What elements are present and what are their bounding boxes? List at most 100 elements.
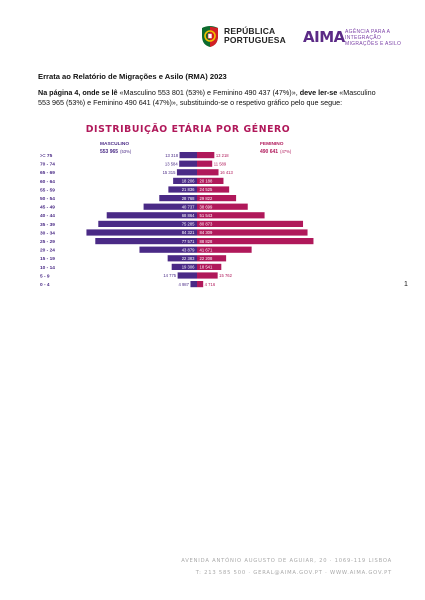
male-value-label: 21 836	[182, 187, 195, 192]
female-value-label: 15 762	[219, 273, 232, 278]
male-value-label: 13 318	[165, 153, 178, 158]
republica-portuguesa-text: REPÚBLICA PORTUGUESA	[224, 27, 286, 45]
female-value-label: 18 541	[200, 265, 213, 270]
logo-left-line2: PORTUGUESA	[224, 35, 286, 45]
document-title: Errata ao Relatório de Migrações e Asilo…	[38, 72, 227, 81]
male-bar	[167, 255, 197, 262]
aima-wordmark: AIMA	[303, 28, 345, 46]
para-bold-2: deve ler-se	[299, 88, 338, 97]
age-group-label: 15 - 19	[40, 256, 55, 262]
age-group-label: 50 - 54	[40, 196, 55, 202]
age-group-label: 0 - 4	[40, 282, 50, 288]
female-value-label: 4 716	[205, 282, 216, 287]
male-value-label: 43 879	[182, 247, 195, 252]
male-bar	[159, 195, 197, 202]
footer-address-text: AVENIDA ANTÓNIO AUGUSTO DE AGUIAR, 20 · …	[181, 558, 392, 564]
male-value-label: 15 315	[163, 170, 176, 175]
male-value-label: 14 775	[163, 273, 176, 278]
male-bar	[177, 272, 197, 279]
male-value-label: 75 285	[182, 222, 195, 227]
male-bar	[179, 152, 197, 159]
para-text-2: «Masculino 553 965 (53%) e Feminino 490 …	[38, 88, 376, 107]
aima-sub-line1: AGÊNCIA PARA A	[345, 29, 391, 35]
aima-sub-line3: MIGRAÇÕES E ASILO	[345, 41, 402, 47]
footer-contacts: T: 213 585 500 · GERAL@AIMA.GOV.PT · WWW…	[0, 570, 425, 576]
age-group-label: >= 75	[40, 153, 53, 159]
male-bar	[143, 203, 197, 210]
male-value-label: 84 321	[182, 230, 195, 235]
age-group-label: 40 - 44	[40, 213, 55, 219]
female-bar	[197, 263, 222, 270]
footer-address: AVENIDA ANTÓNIO AUGUSTO DE AGUIAR, 20 · …	[0, 558, 425, 564]
portugal-emblem-icon	[202, 26, 218, 47]
male-bar	[173, 177, 197, 184]
errata-paragraph: Na página 4, onde se lê «Masculino 553 8…	[38, 88, 388, 107]
female-value-label: 11 589	[214, 161, 227, 166]
female-bar	[197, 212, 265, 219]
legend-female-total-value: 490 641	[260, 149, 278, 155]
legend-female-share: (47%)	[280, 149, 292, 154]
age-group-label: 60 - 64	[40, 179, 55, 185]
age-group-label: 70 - 74	[40, 162, 55, 168]
female-value-label: 38 699	[200, 204, 213, 209]
male-value-label: 22 383	[182, 256, 195, 261]
logo-left-line1: REPÚBLICA	[224, 26, 276, 36]
male-bar	[86, 229, 197, 236]
female-bar	[197, 220, 304, 227]
female-value-label: 13 218	[216, 153, 229, 158]
age-group-label: 45 - 49	[40, 205, 55, 211]
male-bar	[179, 160, 197, 167]
female-bar	[197, 169, 219, 176]
republica-portuguesa-logo: REPÚBLICA PORTUGUESA	[200, 25, 300, 49]
age-group-label: 35 - 39	[40, 222, 55, 228]
male-value-label: 77 571	[182, 239, 195, 244]
age-group-label: 30 - 34	[40, 230, 55, 236]
footer-contacts-text: T: 213 585 500 · GERAL@AIMA.GOV.PT · WWW…	[195, 570, 392, 576]
female-bar	[197, 203, 248, 210]
male-value-label: 40 737	[182, 204, 195, 209]
aima-sub-line2: INTEGRAÇÃO	[345, 35, 382, 41]
female-bar	[197, 255, 227, 262]
age-group-label: 65 - 69	[40, 170, 55, 176]
male-bar	[171, 263, 197, 270]
female-bar	[197, 186, 230, 193]
page-number: 1	[404, 281, 408, 288]
female-value-label: 16 413	[220, 170, 233, 175]
age-group-label: 20 - 24	[40, 248, 55, 254]
female-bar	[197, 272, 218, 279]
female-value-label: 41 671	[200, 247, 213, 252]
female-bar	[197, 177, 224, 184]
age-group-label: 55 - 59	[40, 187, 55, 193]
female-bar	[197, 195, 237, 202]
female-value-label: 24 525	[200, 187, 213, 192]
legend-female-total: 490 641 (47%)	[260, 149, 292, 155]
legend-female-name: FEMININO	[260, 141, 284, 147]
age-group-label: 5 - 9	[40, 273, 50, 279]
male-value-label: 28 768	[182, 196, 195, 201]
male-bar	[176, 169, 197, 176]
male-value-label: 18 206	[182, 179, 195, 184]
legend-male-total-value: 553 965	[100, 149, 118, 155]
male-bar	[139, 246, 197, 253]
aima-logo: AIMA AGÊNCIA PARA A INTEGRAÇÃO MIGRAÇÕES…	[303, 25, 413, 49]
female-value-label: 80 873	[200, 222, 213, 227]
para-bold-1: Na página 4, onde se lê	[38, 88, 118, 97]
male-value-label: 19 306	[182, 265, 195, 270]
header-logos: REPÚBLICA PORTUGUESA AIMA AGÊNCIA PARA A…	[200, 25, 410, 49]
female-bar	[197, 152, 215, 159]
female-value-label: 20 188	[200, 179, 213, 184]
para-text-1: «Masculino 553 801 (53%) e Feminino 490 …	[117, 88, 300, 97]
female-value-label: 88 828	[200, 239, 213, 244]
male-bar	[168, 186, 197, 193]
chart-title: DISTRIBUIÇÃO ETÁRIA POR GÉNERO	[86, 123, 291, 135]
legend-male-total: 553 965 (53%)	[100, 149, 132, 155]
male-value-label: 13 584	[165, 161, 178, 166]
age-group-label: 10 - 14	[40, 265, 55, 271]
age-group-label: 25 - 29	[40, 239, 55, 245]
female-value-label: 29 822	[200, 196, 213, 201]
male-value-label: 4 987	[178, 282, 189, 287]
female-bar	[197, 160, 213, 167]
female-bar	[197, 229, 308, 236]
male-value-label: 68 864	[182, 213, 195, 218]
female-bar	[197, 246, 252, 253]
